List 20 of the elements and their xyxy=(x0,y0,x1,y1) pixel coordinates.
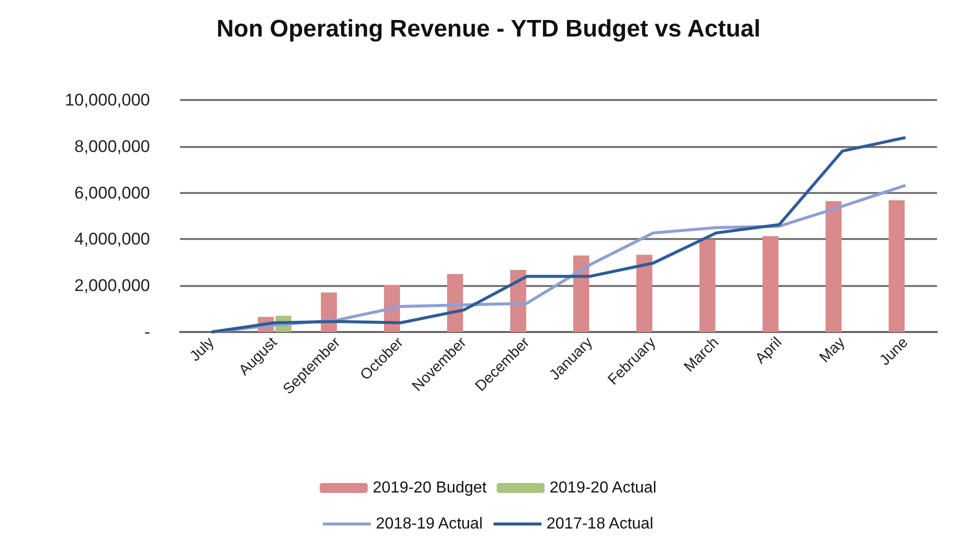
chart-title: Non Operating Revenue - YTD Budget vs Actual xyxy=(216,16,761,42)
x-tick-label: July xyxy=(186,334,218,365)
line-series xyxy=(210,136,907,334)
legend-label: 2019-20 Actual xyxy=(550,480,656,496)
bar xyxy=(573,255,590,332)
y-tick-label: 2,000,000 xyxy=(74,276,150,296)
bar xyxy=(888,200,905,332)
y-tick-label: 4,000,000 xyxy=(74,230,150,249)
bar xyxy=(699,240,716,332)
y-tick-label: 8,000,000 xyxy=(74,136,150,156)
legend-label: 2018-19 Actual xyxy=(376,516,483,532)
legend-label: 2017-18 Actual xyxy=(546,516,654,532)
y-tick-label: 10,000,000 xyxy=(64,90,150,110)
y-tick-label: - xyxy=(144,322,150,342)
bar xyxy=(826,201,842,332)
legend-label: 2019-20 Budget xyxy=(372,480,488,496)
bar xyxy=(762,236,778,332)
x-tick-label: May xyxy=(816,334,849,366)
y-tick-label: 6,000,000 xyxy=(74,183,150,202)
bar xyxy=(636,254,652,332)
